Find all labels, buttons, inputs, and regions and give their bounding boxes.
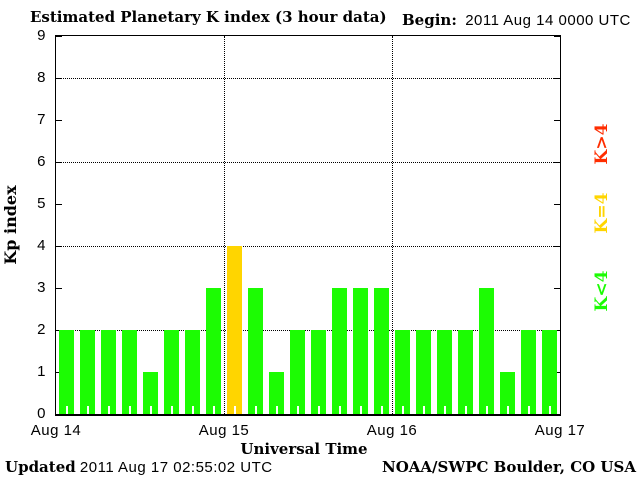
kp-bar <box>500 372 515 414</box>
kp-bar <box>311 330 326 414</box>
x-tick-mark <box>506 406 509 414</box>
begin-value: 2011 Aug 14 0000 UTC <box>465 12 631 29</box>
x-tick-mark <box>254 406 257 414</box>
x-tick-mark <box>401 406 404 414</box>
x-tick-mark <box>212 406 215 414</box>
begin-label: Begin: <box>402 11 457 29</box>
kp-bar <box>458 330 473 414</box>
x-axis-label: Universal Time <box>240 440 368 458</box>
x-tick-label: Aug 14 <box>30 422 82 439</box>
y-tick-label: 1 <box>37 363 46 380</box>
y-tick-mark <box>554 204 560 205</box>
x-tick-mark <box>170 406 173 414</box>
x-tick-mark <box>443 406 446 414</box>
x-tick-mark <box>464 406 467 414</box>
kp-bar <box>374 288 389 414</box>
legend-label-K4: K>4 <box>592 123 612 165</box>
x-tick-mark <box>317 406 320 414</box>
y-tick-mark <box>56 204 62 205</box>
x-tick-mark <box>548 406 551 414</box>
y-tick-mark <box>554 246 560 247</box>
y-tick-mark <box>56 162 62 163</box>
y-tick-mark <box>554 36 560 37</box>
y-tick-label: 8 <box>37 69 46 86</box>
x-tick-mark <box>128 406 131 414</box>
x-tick-label: Aug 15 <box>198 422 250 439</box>
y-tick-mark <box>554 162 560 163</box>
y-tick-mark <box>554 120 560 121</box>
chart-title: Estimated Planetary K index (3 hour data… <box>30 8 387 26</box>
x-tick-mark <box>65 406 68 414</box>
updated-label: Updated <box>5 458 76 476</box>
y-tick-label: 2 <box>37 321 46 338</box>
y-tick-label: 3 <box>37 279 46 296</box>
gridline-kp-6 <box>56 162 560 163</box>
x-tick-label: Aug 16 <box>366 422 418 439</box>
kp-bar <box>353 288 368 414</box>
y-tick-mark <box>56 246 62 247</box>
kp-bar <box>59 330 74 414</box>
kp-bar <box>290 330 305 414</box>
kp-bar <box>227 246 242 414</box>
y-tick-label: 7 <box>37 111 46 128</box>
gridline-kp-8 <box>56 78 560 79</box>
updated-value: 2011 Aug 17 02:55:02 UTC <box>79 459 273 476</box>
kp-bar <box>248 288 263 414</box>
day-boundary-line <box>224 36 225 414</box>
x-tick-mark <box>296 406 299 414</box>
x-tick-mark <box>149 406 152 414</box>
kp-bar <box>206 288 221 414</box>
kp-bar <box>542 330 557 414</box>
y-axis-label: Kp index <box>1 185 20 265</box>
kp-bar <box>521 330 536 414</box>
x-tick-mark <box>275 406 278 414</box>
begin-line: Begin: 2011 Aug 14 0000 UTC <box>402 11 631 29</box>
kp-bar <box>122 330 137 414</box>
x-tick-mark <box>191 406 194 414</box>
kp-bar <box>101 330 116 414</box>
x-tick-mark <box>527 406 530 414</box>
y-tick-mark <box>56 36 62 37</box>
x-tick-mark <box>338 406 341 414</box>
kp-bar <box>185 330 200 414</box>
day-boundary-line <box>392 36 393 414</box>
y-tick-label: 5 <box>37 195 46 212</box>
y-tick-mark <box>554 78 560 79</box>
x-tick-mark <box>86 406 89 414</box>
gridline-kp-4 <box>56 246 560 247</box>
x-tick-mark <box>107 406 110 414</box>
x-tick-mark <box>485 406 488 414</box>
x-tick-label: Aug 17 <box>534 422 586 439</box>
kp-bar <box>164 330 179 414</box>
legend-label-K4: K=4 <box>592 192 612 234</box>
y-tick-mark <box>554 288 560 289</box>
kp-bar <box>395 330 410 414</box>
y-tick-mark <box>56 288 62 289</box>
x-tick-mark <box>359 406 362 414</box>
x-tick-mark <box>233 406 236 414</box>
y-tick-label: 0 <box>37 405 46 422</box>
y-tick-label: 6 <box>37 153 46 170</box>
y-tick-mark <box>56 78 62 79</box>
plot-area <box>55 35 561 416</box>
y-tick-mark <box>554 330 560 331</box>
kp-bar <box>479 288 494 414</box>
x-tick-mark <box>380 406 383 414</box>
kp-bar <box>269 372 284 414</box>
gridline-kp-2 <box>56 330 560 331</box>
y-tick-mark <box>56 120 62 121</box>
footer-updated: Updated 2011 Aug 17 02:55:02 UTC <box>5 458 273 476</box>
y-tick-label: 9 <box>37 27 46 44</box>
legend-label-K4: K<4 <box>592 270 612 312</box>
kp-bar <box>437 330 452 414</box>
kp-bar <box>143 372 158 414</box>
kp-bar <box>332 288 347 414</box>
y-tick-label: 4 <box>37 237 46 254</box>
x-tick-mark <box>422 406 425 414</box>
kp-bar <box>80 330 95 414</box>
y-tick-mark <box>554 372 560 373</box>
source-credit: NOAA/SWPC Boulder, CO USA <box>381 458 636 476</box>
kp-bar <box>416 330 431 414</box>
